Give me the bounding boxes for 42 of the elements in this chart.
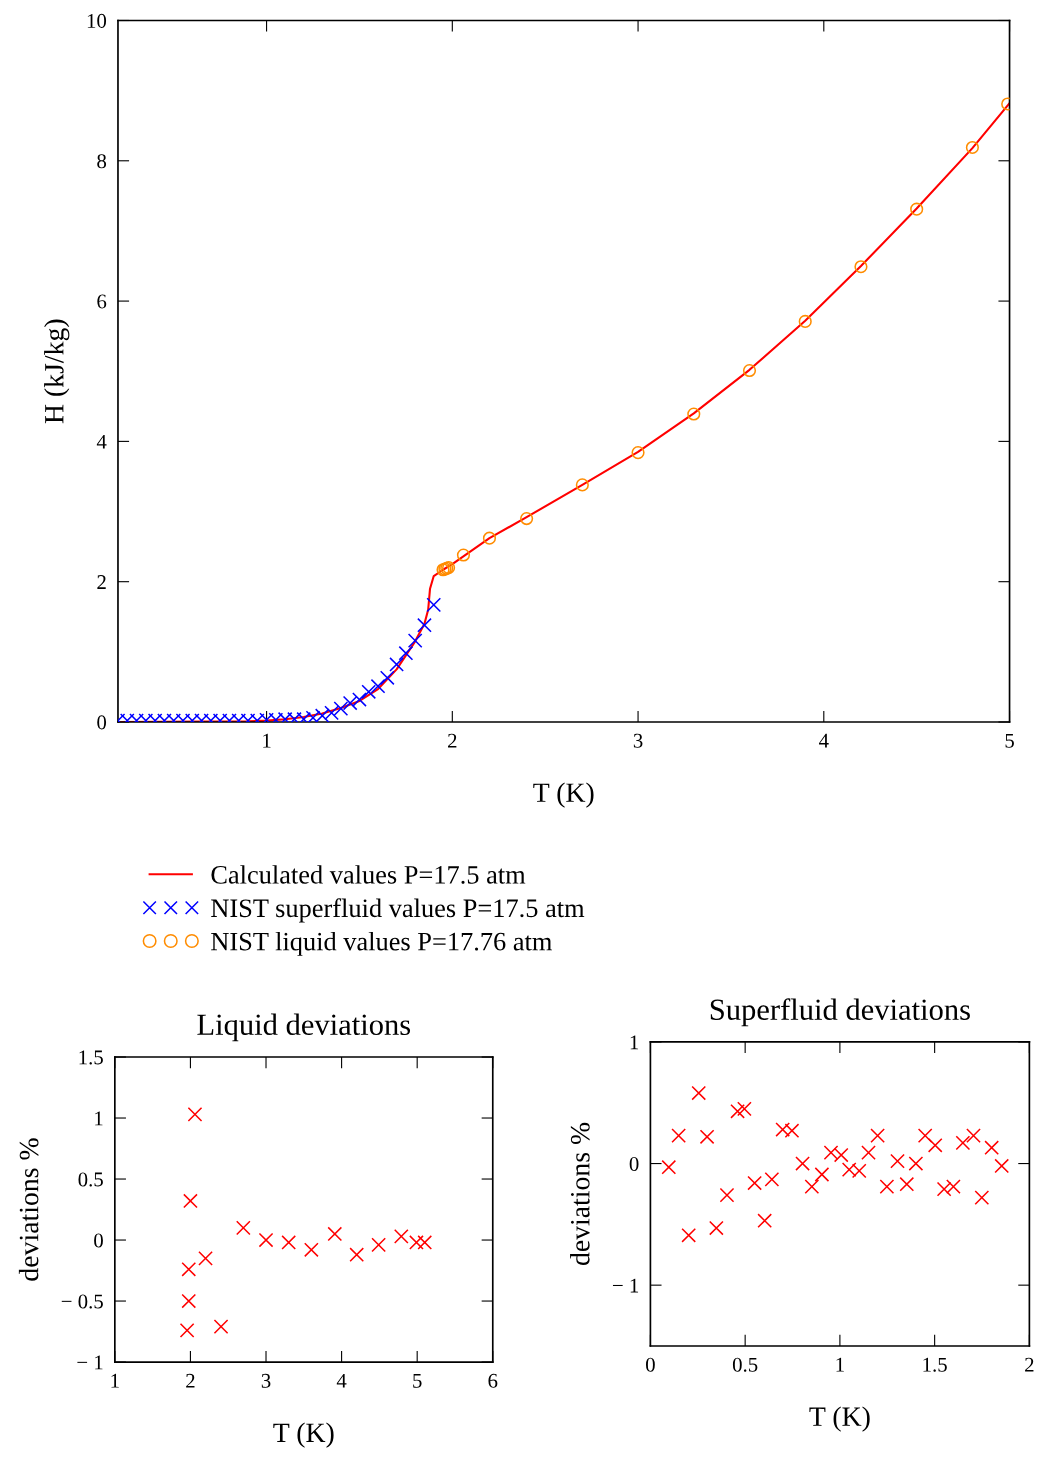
x-tick-label: 2	[1025, 1357, 1034, 1372]
x-axis-title: T (K)	[273, 1422, 334, 1448]
x-tick-label: 1.5	[923, 1357, 947, 1372]
y-tick-label: 0	[629, 1156, 639, 1171]
x-tick-label: 6	[488, 1373, 498, 1388]
x-tick-label: 2	[186, 1373, 195, 1388]
legend-label: NIST liquid values P=17.76 atm	[211, 931, 552, 956]
y-tick-label: 1	[630, 1035, 639, 1050]
x-tick-label: 1	[836, 1357, 844, 1372]
x-tick-label: 0.5	[732, 1357, 758, 1372]
y-axis-title: H (kJ/kg)	[44, 319, 70, 424]
y-tick-label: 4	[96, 434, 107, 449]
y-tick-label: 1.5	[79, 1050, 103, 1065]
x-tick-label: 2	[448, 733, 457, 748]
chart-title: Liquid deviations	[197, 1013, 411, 1042]
x-tick-label: 1	[263, 733, 271, 748]
x-tick-label: 4	[336, 1373, 347, 1388]
x-tick-label: 3	[261, 1373, 271, 1388]
y-tick-label: 2	[97, 575, 106, 589]
x-tick-label: 5	[1005, 733, 1014, 748]
legend-label: Calculated values P=17.5 atm	[211, 865, 526, 884]
y-tick-label: − 0.5	[61, 1294, 103, 1309]
chart-title: Superfluid deviations	[710, 998, 970, 1027]
y-axis-title: deviations %	[18, 1138, 39, 1281]
x-tick-label: 4	[819, 733, 829, 748]
y-tick-label: − 1	[612, 1278, 639, 1293]
x-tick-label: 5	[413, 1373, 422, 1388]
y-tick-label: 10	[87, 13, 107, 28]
x-axis-title: T (K)	[533, 782, 594, 808]
y-tick-label: 0	[94, 1233, 103, 1248]
y-axis-title: deviations %	[570, 1122, 590, 1266]
x-tick-label: 3	[633, 733, 643, 748]
y-tick-label: − 1	[77, 1355, 103, 1370]
x-tick-label: 0	[646, 1357, 655, 1372]
y-tick-label: 0	[97, 715, 107, 730]
y-tick-label: 8	[97, 154, 107, 169]
x-tick-label: 1	[111, 1373, 119, 1388]
legend-label: NIST superfluid values P=17.5 atm	[211, 898, 585, 923]
y-tick-label: 6	[97, 294, 107, 309]
y-tick-label: 0.5	[78, 1172, 103, 1187]
x-axis-title: T (K)	[809, 1406, 870, 1432]
y-tick-label: 1	[95, 1111, 103, 1126]
